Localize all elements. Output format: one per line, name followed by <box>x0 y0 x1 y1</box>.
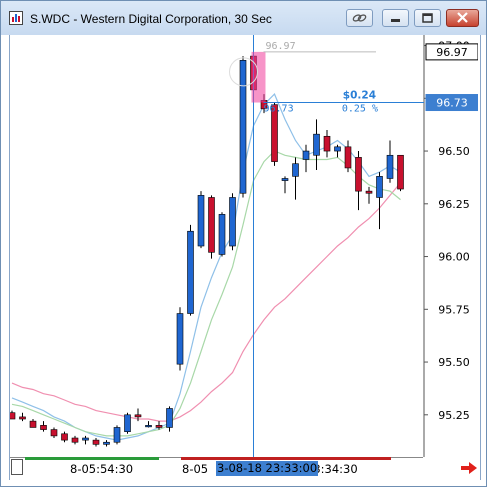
candle-body <box>187 230 194 314</box>
session-strip-green <box>25 457 159 460</box>
candle-body <box>208 197 215 253</box>
candle-body <box>145 425 152 428</box>
measure-bottom-price: 96.73 <box>264 104 294 115</box>
price-tick-label: 95.75 <box>438 303 470 316</box>
measure-change: $0.24 <box>343 90 376 102</box>
close-button[interactable] <box>446 9 479 27</box>
link-icon <box>352 14 367 22</box>
candle-body <box>229 197 236 247</box>
candle-body <box>134 414 142 418</box>
crosshair-time-label: 3-08-18 23:33:00 <box>216 461 319 476</box>
candle-body <box>124 414 131 432</box>
price-tick-label: 95.25 <box>438 409 470 422</box>
candle-body <box>355 157 362 192</box>
measure-highlight-box <box>251 51 266 103</box>
candle-body <box>218 214 226 255</box>
candle-body <box>176 313 184 365</box>
title-bar[interactable]: S.WDC - Western Digital Corporation, 30 … <box>1 1 486 35</box>
candle-body <box>113 427 121 443</box>
candle-body <box>19 416 26 420</box>
candle-body <box>103 441 110 445</box>
ma-mid-line <box>11 150 401 437</box>
link-button[interactable] <box>346 9 373 27</box>
candle-body <box>376 176 383 198</box>
price-tick-label: 95.50 <box>438 356 470 369</box>
candle-body <box>292 163 299 177</box>
candle-body <box>10 412 16 420</box>
window-title: S.WDC - Western Digital Corporation, 30 … <box>30 12 272 26</box>
price-tick-label: 96.00 <box>438 251 470 264</box>
scroll-right-arrow-icon[interactable] <box>460 461 478 475</box>
scroll-left-box[interactable] <box>11 459 23 475</box>
candle-body <box>166 408 173 428</box>
crosshair-price-tag: 96.73 <box>436 97 468 110</box>
candle-body <box>239 60 247 194</box>
candle-body <box>281 178 289 181</box>
close-icon <box>457 12 468 23</box>
session-strip-red <box>181 457 391 460</box>
measure-circle-marker <box>229 57 258 87</box>
candle-body <box>82 437 89 441</box>
ma-slow-line <box>11 182 401 422</box>
time-tick-label: 8-05 <box>182 462 209 476</box>
measure-percent: 0.25 % <box>342 104 378 115</box>
chart-app-icon <box>9 11 23 25</box>
ma-fast-line <box>11 93 401 441</box>
time-tick-label: 8-05:54:30 <box>70 462 134 476</box>
candle-body <box>40 425 47 430</box>
minimize-button[interactable] <box>382 9 409 27</box>
candle-body <box>313 133 320 156</box>
candle-body <box>386 154 394 179</box>
time-tick-label: 23:34:30 <box>306 462 358 476</box>
candle-body <box>92 439 100 445</box>
candle-body <box>302 150 310 160</box>
candle-body <box>271 104 278 162</box>
measure-top-price: 96.97 <box>266 41 296 52</box>
price-tick-label: 96.25 <box>438 198 470 211</box>
candle-body <box>344 146 352 169</box>
candle-body <box>155 425 163 428</box>
restore-icon <box>422 13 433 23</box>
candle-body <box>50 429 58 437</box>
current-price-tag-box <box>425 43 478 61</box>
minimize-icon <box>391 19 400 22</box>
candle-body <box>61 433 68 441</box>
crosshair-price-tag-box <box>425 94 478 112</box>
price-tick-label: 96.50 <box>438 145 470 158</box>
restore-button[interactable] <box>414 9 441 27</box>
candle-body <box>397 154 404 190</box>
candle-body <box>334 146 341 152</box>
current-price-tag: 96.97 <box>436 46 468 59</box>
candle-body <box>71 437 79 443</box>
candle-body <box>323 135 331 152</box>
candle-body <box>365 190 373 194</box>
time-axis: 8-05:54:30 8-05 23:34:30 3-08-18 23:33:0… <box>10 457 423 480</box>
candle-body <box>29 420 37 428</box>
candle-body <box>197 195 205 247</box>
